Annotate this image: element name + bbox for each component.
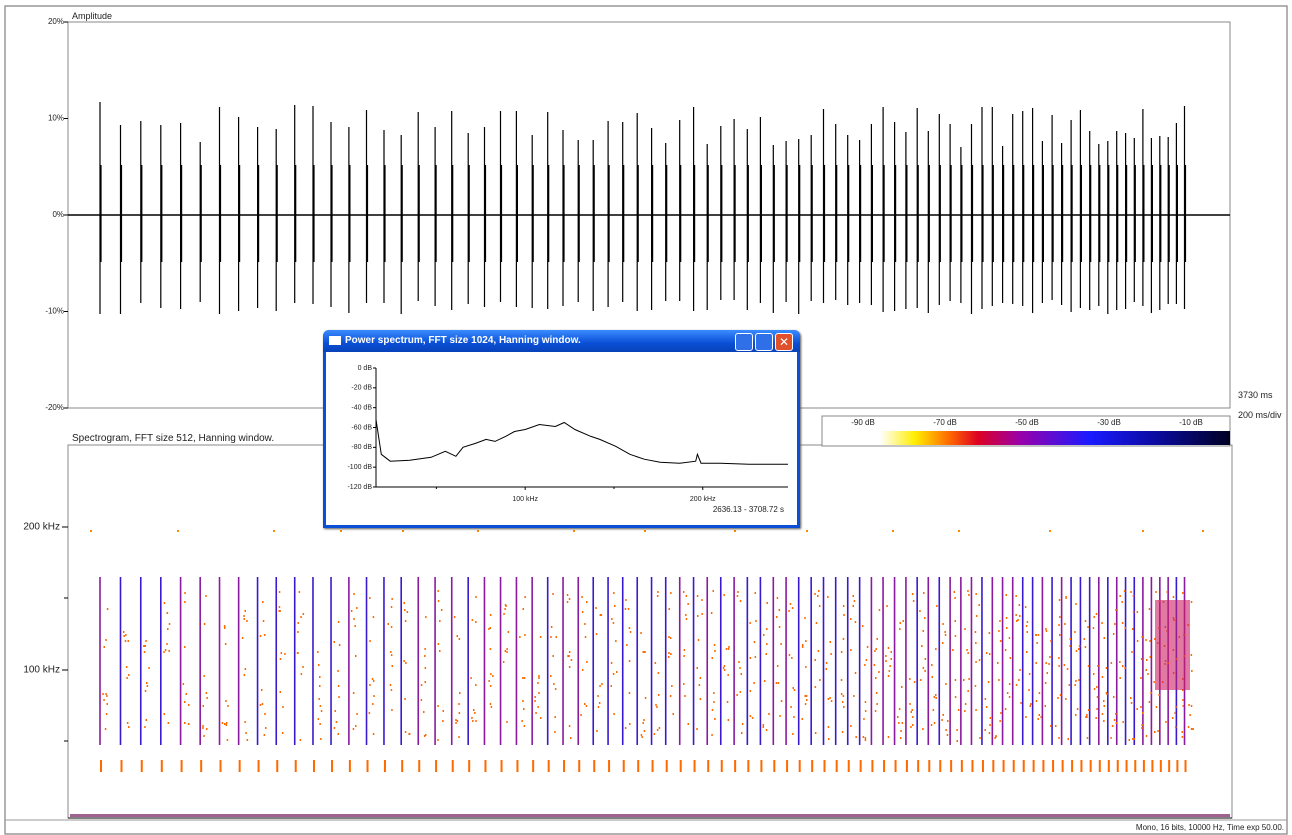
window-body <box>326 352 797 525</box>
spectrum-line <box>375 419 788 465</box>
amplitude-label: Amplitude <box>72 11 113 21</box>
colorbar <box>880 431 1230 445</box>
x-tick-label: 200 kHz <box>690 496 716 503</box>
x-tick-label: 100 kHz <box>512 496 538 503</box>
y-tick-label: -20 dB <box>351 385 372 392</box>
colorbar-label: -90 dB <box>851 418 875 427</box>
outer-frame <box>4 5 1288 835</box>
y-tick-label: -120 dB <box>347 484 372 491</box>
close-button[interactable]: ✕ <box>775 333 793 351</box>
colorbar-label: -30 dB <box>1097 418 1121 427</box>
colorbar-label: -50 dB <box>1015 418 1039 427</box>
bottom-band <box>70 814 1230 817</box>
y-tick-label: -100 dB <box>347 464 372 471</box>
window-icon <box>329 336 341 345</box>
time-scale: 200 ms/div <box>1238 410 1282 420</box>
y-tick-label: -20% <box>45 403 64 412</box>
cluster <box>1155 600 1190 690</box>
y-tick-label: 10% <box>48 114 64 123</box>
colorbar-label: -10 dB <box>1179 418 1203 427</box>
colorbar-label: -70 dB <box>933 418 957 427</box>
spectrogram-image <box>70 530 1230 817</box>
y-tick-label: 200 kHz <box>23 522 60 533</box>
time-total: 3730 ms <box>1238 390 1273 400</box>
power-spectrum-chart: 0 dB -20 dB -40 dB -60 dB -80 dB -100 dB -120 … <box>347 365 788 514</box>
range-label: 2636.13 - 3708.72 s <box>713 505 784 514</box>
power-spectrum-window[interactable]: Power spectrum, FFT size 1024, Hanning w… <box>323 330 800 528</box>
spectrogram-title: Spectrogram, FFT size 512, Hanning windo… <box>72 433 275 444</box>
y-tick-label: 0% <box>52 210 64 219</box>
waveform <box>99 102 1187 314</box>
title-bar <box>323 330 800 352</box>
y-tick-label: -40 dB <box>351 405 372 412</box>
y-tick-label: 0 dB <box>358 365 373 372</box>
minimize-button[interactable] <box>735 333 753 351</box>
waveform-trace <box>99 102 1187 314</box>
y-tick-label: 100 kHz <box>23 665 60 676</box>
y-tick-label: 20% <box>48 17 64 26</box>
y-tick-label: -60 dB <box>351 424 372 431</box>
y-tick-label: -80 dB <box>351 444 372 451</box>
status-text: Mono, 16 bits, 10000 Hz, Time exp 50.00. <box>1135 823 1284 832</box>
window-title: Power spectrum, FFT size 1024, Hanning w… <box>345 335 581 346</box>
maximize-button[interactable] <box>755 333 773 351</box>
y-tick-label: -10% <box>45 307 64 316</box>
